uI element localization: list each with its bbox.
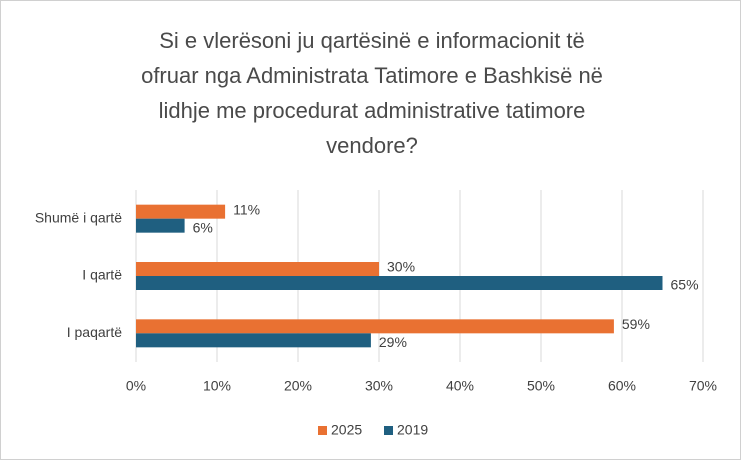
data-label: 11% [233, 201, 260, 217]
chart-title: lidhje me procedurat administrative tati… [159, 98, 586, 123]
x-tick-label: 60% [608, 378, 636, 394]
y-tick-label: I paqartë [67, 324, 122, 340]
x-tick-label: 0% [126, 378, 146, 394]
data-label: 30% [387, 259, 415, 275]
chart-title: vendore? [326, 133, 418, 158]
data-label: 6% [193, 219, 213, 235]
legend-label: 2019 [397, 422, 428, 438]
chart-title: ofruar nga Administrata Tatimore e Bashk… [141, 63, 603, 88]
x-tick-label: 20% [284, 378, 312, 394]
y-tick-label: I qartë [82, 267, 122, 283]
x-tick-label: 10% [203, 378, 231, 394]
legend-swatch [384, 426, 393, 435]
data-label: 59% [622, 316, 650, 332]
data-label: 29% [379, 334, 407, 350]
data-label: 65% [671, 277, 699, 293]
legend-label: 2025 [331, 422, 362, 438]
legend-swatch [318, 426, 327, 435]
bar [136, 319, 614, 334]
y-tick-label: Shumë i qartë [35, 209, 122, 225]
bar [136, 204, 226, 219]
x-tick-label: 40% [446, 378, 474, 394]
bar [136, 218, 185, 233]
bar [136, 333, 371, 348]
chart-title: Si e vlerësoni ju qartësinë e informacio… [159, 28, 585, 53]
bar [136, 262, 379, 276]
x-tick-label: 30% [365, 378, 393, 394]
x-tick-label: 50% [527, 378, 555, 394]
bar [136, 276, 663, 290]
x-tick-label: 70% [689, 378, 717, 394]
